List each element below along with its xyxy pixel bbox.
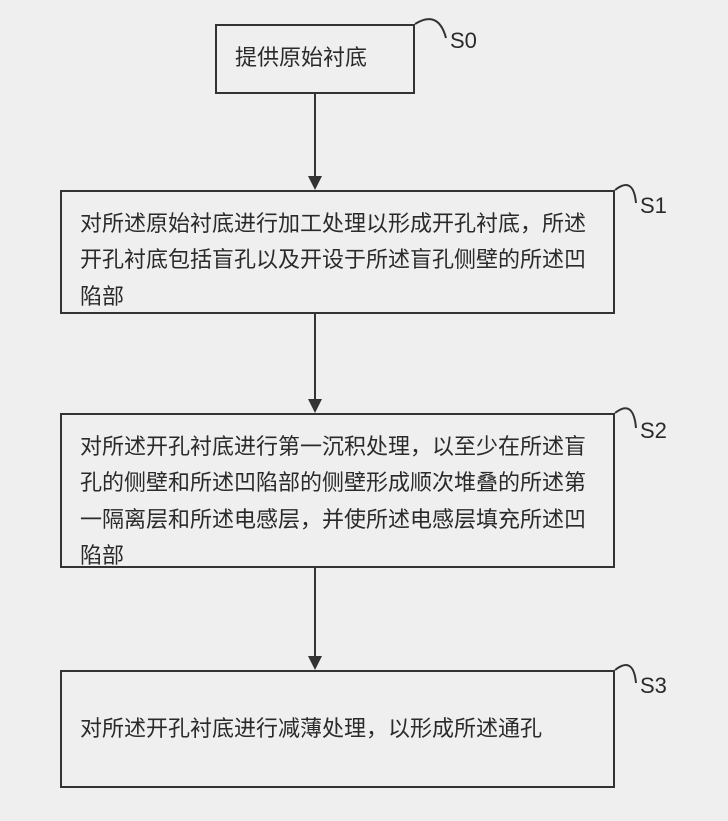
step-s3-label: S3 (640, 673, 667, 699)
step-s0-label: S0 (450, 28, 477, 54)
step-s2-box: 对所述开孔衬底进行第一沉积处理，以至少在所述盲孔的侧壁和所述凹陷部的侧壁形成顺次… (60, 413, 615, 568)
step-s2-label-text: S2 (640, 418, 667, 443)
step-s1-label: S1 (640, 193, 667, 219)
step-s3-label-text: S3 (640, 673, 667, 698)
step-s3-text: 对所述开孔衬底进行减薄处理，以形成所述通孔 (80, 711, 542, 747)
step-s2-label: S2 (640, 418, 667, 444)
flowchart-container: 提供原始衬底 S0 对所述原始衬底进行加工处理以形成开孔衬底，所述开孔衬底包括盲… (0, 0, 728, 821)
step-s2-text: 对所述开孔衬底进行第一沉积处理，以至少在所述盲孔的侧壁和所述凹陷部的侧壁形成顺次… (80, 434, 586, 568)
step-s1-text: 对所述原始衬底进行加工处理以形成开孔衬底，所述开孔衬底包括盲孔以及开设于所述盲孔… (80, 211, 586, 309)
step-s1-label-text: S1 (640, 193, 667, 218)
step-s0-text: 提供原始衬底 (235, 45, 367, 70)
step-s0-box: 提供原始衬底 (215, 24, 415, 94)
step-s3-box: 对所述开孔衬底进行减薄处理，以形成所述通孔 (60, 670, 615, 788)
step-s0-label-text: S0 (450, 28, 477, 53)
step-s1-box: 对所述原始衬底进行加工处理以形成开孔衬底，所述开孔衬底包括盲孔以及开设于所述盲孔… (60, 190, 615, 314)
